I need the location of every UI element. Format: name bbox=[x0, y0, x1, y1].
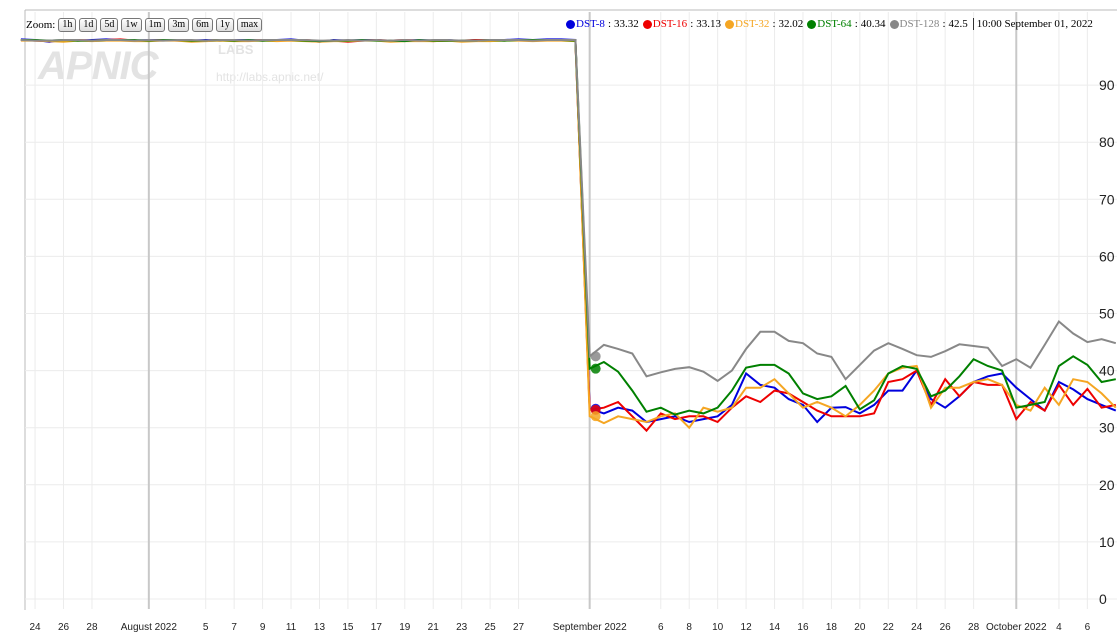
highlight-point bbox=[590, 351, 601, 362]
x-tick-label: 26 bbox=[58, 622, 70, 632]
x-tick-label: 4 bbox=[1056, 622, 1062, 632]
x-tick-label: 25 bbox=[485, 622, 497, 632]
x-tick-label: 6 bbox=[1085, 622, 1091, 632]
highlight-point bbox=[590, 411, 601, 422]
watermark-url: http://labs.apnic.net/ bbox=[216, 70, 324, 84]
y-tick-label: 60 bbox=[1099, 248, 1115, 264]
series-line bbox=[20, 38, 1116, 433]
x-tick-label: 26 bbox=[940, 622, 952, 632]
y-tick-label: 10 bbox=[1099, 534, 1115, 550]
watermark: APNIC LABS http://labs.apnic.net/ bbox=[38, 42, 323, 89]
legend-name: DST-64 bbox=[817, 18, 852, 30]
zoom-button[interactable]: 1y bbox=[215, 18, 234, 32]
legend-item: DST-8:33.32 bbox=[566, 18, 639, 30]
x-tick-label: September 2022 bbox=[553, 622, 627, 632]
legend-dot bbox=[725, 19, 734, 29]
x-tick-label: October 2022 bbox=[986, 622, 1047, 632]
zoom-button[interactable]: 1m bbox=[144, 18, 166, 32]
legend-name: DST-32 bbox=[735, 18, 770, 30]
legend-separator: : bbox=[942, 18, 946, 30]
legend-item: DST-128:42.5 bbox=[889, 18, 968, 30]
legend-name: DST-8 bbox=[576, 18, 605, 30]
x-tick-label: 10 bbox=[712, 622, 724, 632]
series-line bbox=[20, 38, 1117, 383]
zoom-button[interactable]: max bbox=[236, 18, 263, 32]
legend-dot bbox=[566, 19, 575, 29]
x-tick-label: 16 bbox=[797, 622, 809, 632]
x-tick-label: 13 bbox=[314, 622, 326, 632]
legend-item: DST-32:32.02 bbox=[725, 18, 803, 30]
series-line bbox=[20, 39, 1117, 430]
highlight-point bbox=[590, 363, 601, 374]
legend-name: DST-16 bbox=[652, 18, 688, 30]
y-tick-label: 80 bbox=[1099, 134, 1115, 150]
x-tick-label: 21 bbox=[428, 622, 440, 632]
zoom-button[interactable]: 1h bbox=[58, 18, 77, 32]
x-tick-label: 6 bbox=[658, 622, 664, 632]
legend-dot bbox=[807, 19, 817, 29]
zoom-bar: Zoom: 1h 1d 5d 1w 1m 3m 6m 1y max bbox=[26, 18, 263, 32]
legend-dot bbox=[642, 19, 652, 29]
x-tick-label: 5 bbox=[203, 622, 209, 632]
legend-value: 33.32 bbox=[614, 18, 639, 30]
x-tick-label: 12 bbox=[741, 622, 753, 632]
legend-separator: : bbox=[772, 18, 776, 30]
legend-name: DST-128 bbox=[899, 18, 940, 30]
series-line bbox=[20, 38, 1117, 424]
legend-value: 40.34 bbox=[860, 18, 886, 30]
zoom-button[interactable]: 3m bbox=[168, 18, 190, 32]
x-tick-label: 20 bbox=[854, 622, 866, 632]
x-tick-label: 11 bbox=[286, 622, 297, 632]
watermark-logo: APNIC bbox=[38, 44, 158, 88]
legend-item: DST-64:40.34 bbox=[807, 18, 886, 30]
y-tick-label: 30 bbox=[1099, 420, 1115, 436]
x-tick-label: 22 bbox=[883, 622, 895, 632]
series-line bbox=[20, 38, 1116, 416]
x-tick-label: 23 bbox=[456, 622, 468, 632]
x-tick-label: 17 bbox=[371, 622, 383, 632]
x-tick-label: 28 bbox=[86, 622, 98, 632]
x-tick-label: 14 bbox=[769, 622, 781, 632]
x-tick-label: 18 bbox=[826, 622, 838, 632]
legend-separator: : bbox=[690, 18, 694, 30]
x-tick-label: 9 bbox=[260, 622, 266, 632]
y-tick-label: 50 bbox=[1099, 306, 1115, 322]
legend-time: 10:00 September 01, 2022 bbox=[972, 18, 1093, 30]
legend-separator: : bbox=[607, 18, 611, 30]
zoom-button[interactable]: 1d bbox=[79, 18, 98, 32]
watermark-sub: LABS bbox=[218, 42, 254, 57]
x-tick-label: August 2022 bbox=[121, 622, 178, 632]
x-tick-label: 7 bbox=[231, 622, 237, 632]
x-tick-label: 19 bbox=[399, 622, 411, 632]
legend-value: 42.5 bbox=[948, 18, 968, 30]
x-tick-label: 8 bbox=[686, 622, 692, 632]
legend-dot bbox=[889, 19, 899, 29]
zoom-button[interactable]: 6m bbox=[192, 18, 213, 32]
x-tick-label: 28 bbox=[968, 622, 980, 632]
y-tick-label: 40 bbox=[1099, 363, 1115, 379]
grid bbox=[25, 12, 1117, 609]
legend-value: 32.02 bbox=[778, 18, 804, 30]
legend-item: DST-16:33.13 bbox=[642, 18, 721, 30]
legend-value: 33.13 bbox=[696, 18, 721, 30]
y-tick-label: 70 bbox=[1099, 191, 1115, 207]
y-tick-label: 0 bbox=[1099, 591, 1107, 607]
y-tick-label: 20 bbox=[1099, 477, 1115, 493]
x-tick-label: 24 bbox=[911, 622, 923, 632]
x-tick-label: 24 bbox=[30, 622, 42, 632]
legend-separator: : bbox=[854, 18, 858, 30]
zoom-button[interactable]: 5d bbox=[100, 18, 119, 32]
x-tick-label: 15 bbox=[342, 622, 354, 632]
legend: DST-8:33.32 DST-16:33.13 DST-32:32.02 DST-6… bbox=[566, 18, 1093, 30]
y-tick-label: 90 bbox=[1099, 77, 1115, 93]
x-tick-label: 27 bbox=[513, 622, 525, 632]
zoom-button[interactable]: 1w bbox=[121, 18, 142, 32]
zoom-label: Zoom: bbox=[26, 19, 56, 31]
